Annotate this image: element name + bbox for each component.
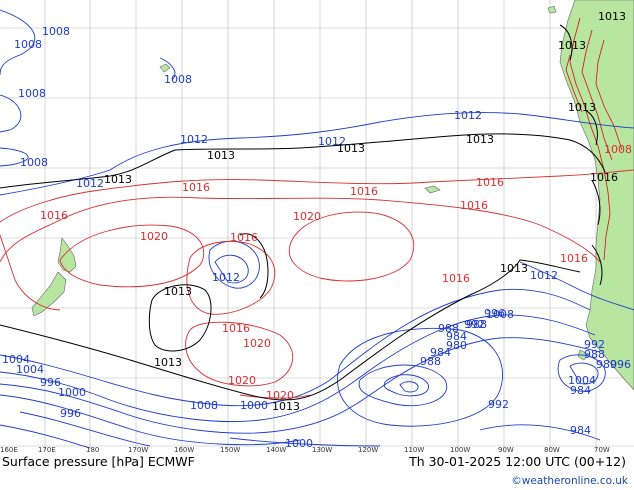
isobar-label: 1013 — [598, 10, 626, 23]
isobar-label: 1013 — [154, 356, 182, 369]
isobar-label: 1000 — [58, 386, 86, 399]
isobar-label: 996 — [40, 376, 61, 389]
isobar-label: 988 — [438, 322, 459, 335]
credit-link[interactable]: ©weatheronline.co.uk — [511, 475, 628, 487]
isobar-label: 1008 — [190, 399, 218, 412]
isobars-standard — [0, 24, 606, 401]
isobar-label: 1013 — [568, 101, 596, 114]
lon-tick: 160W — [174, 446, 194, 454]
isobar-label: 992 — [464, 318, 485, 331]
isobar-label: 1012 — [180, 133, 208, 146]
isobar-label: 1008 — [42, 25, 70, 38]
lon-tick: 170E — [38, 446, 56, 454]
lon-tick: 90W — [498, 446, 514, 454]
isobar-label: 1016 — [460, 199, 488, 212]
isobar-label: 1012 — [318, 135, 346, 148]
isobar-label: 1013 — [337, 142, 365, 155]
isobar-label: 1013 — [104, 173, 132, 186]
isobar-label: 988 — [584, 348, 605, 361]
lon-tick: 100W — [450, 446, 470, 454]
small-island-1 — [547, 5, 557, 14]
isobar-label: 992 — [488, 398, 509, 411]
isobar-label: 980 — [596, 358, 617, 371]
graticule — [0, 0, 634, 450]
fiji-island — [159, 63, 171, 73]
isobar-label: 1004 — [2, 353, 30, 366]
isobar-label: 984 — [570, 424, 591, 437]
isobar-label: 1016 — [230, 231, 258, 244]
isobar-label: 1016 — [476, 176, 504, 189]
isobar-label: 1013 — [558, 39, 586, 52]
isobar-label: 1008 — [20, 156, 48, 169]
isobar-label: 1016 — [560, 252, 588, 265]
isobar-label: 1008 — [164, 73, 192, 86]
isobar-label: 1020 — [266, 389, 294, 402]
lon-tick: 130W — [312, 446, 332, 454]
isobar-label: 988 — [420, 355, 441, 368]
isobar-label: 1012 — [76, 177, 104, 190]
isobar-label: 1013 — [164, 285, 192, 298]
isobar-label: 1000 — [240, 399, 268, 412]
isobar-label: 1020 — [140, 230, 168, 243]
isobar-labels: 1008 1008 1008 1008 1008 1012 1012 1012 … — [2, 10, 632, 450]
isobar-label: 996 — [60, 407, 81, 420]
lon-tick: 170W — [128, 446, 148, 454]
isobar-label: 1016 — [222, 322, 250, 335]
lon-tick: 150W — [220, 446, 240, 454]
isobar-label: 992 — [584, 338, 605, 351]
isobar-label: 984 — [446, 330, 467, 343]
lon-tick: 120W — [358, 446, 378, 454]
isobar-label: 1016 — [590, 171, 618, 184]
isobar-label: 996 — [484, 307, 505, 320]
lon-tick: 160E — [0, 446, 18, 454]
isobar-label: 1004 — [568, 374, 596, 387]
lon-tick: 110W — [404, 446, 424, 454]
isobar-label: 1016 — [182, 181, 210, 194]
isobar-label: 984 — [570, 384, 591, 397]
isobar-label: 1020 — [293, 210, 321, 223]
longitude-axis: 160E 170E 180 170W 160W 150W 140W 130W 1… — [0, 446, 610, 454]
lon-tick: 80W — [544, 446, 560, 454]
lon-tick: 70W — [594, 446, 610, 454]
south-america-land — [559, 0, 634, 391]
isobar-label: 1008 — [14, 38, 42, 51]
map-title: Surface pressure [hPa] ECMWF — [2, 454, 195, 469]
isobar-label: 1008 — [604, 143, 632, 156]
isobar-label: 996 — [610, 358, 631, 371]
isobar-label: 1016 — [442, 272, 470, 285]
isobar-label: 1012 — [454, 109, 482, 122]
isobar-label: 1012 — [530, 269, 558, 282]
isobar-label: 1016 — [40, 209, 68, 222]
isobar-label: 1000 — [285, 437, 313, 450]
isobar-label: 1012 — [212, 271, 240, 284]
isobar-label: 1008 — [486, 308, 514, 321]
isobar-label: 980 — [446, 339, 467, 352]
valid-time: Th 30-01-2025 12:00 UTC (00+12) — [409, 454, 626, 469]
isobars-high — [0, 169, 634, 399]
isobar-label: 1020 — [243, 337, 271, 350]
isobar-label: 1004 — [16, 363, 44, 376]
isobar-label: 1013 — [466, 133, 494, 146]
isobar-label: 988 — [466, 318, 487, 331]
lon-tick: 180 — [86, 446, 99, 454]
lon-tick: 140W — [266, 446, 286, 454]
isobar-label: 1008 — [18, 87, 46, 100]
tahiti-island — [424, 185, 441, 194]
isobar-label: 1013 — [500, 262, 528, 275]
isobar-label: 1013 — [207, 149, 235, 162]
isobar-label: 1013 — [272, 400, 300, 413]
isobar-label: 1020 — [228, 374, 256, 387]
isobar-label: 984 — [430, 346, 451, 359]
isobar-label: 1016 — [350, 185, 378, 198]
